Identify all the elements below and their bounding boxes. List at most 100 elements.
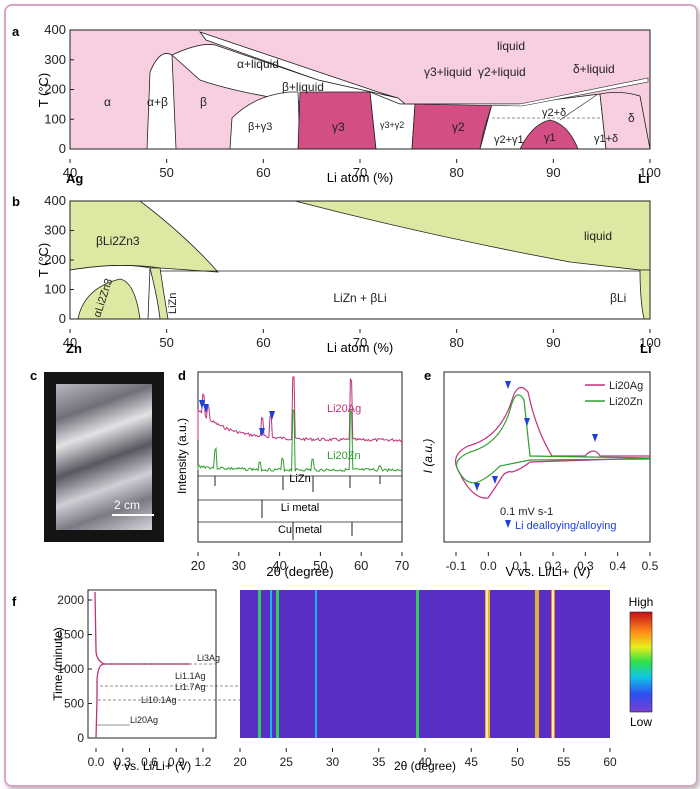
x-tick-label: 30 [232,558,246,573]
y-tick-label: 400 [44,22,66,37]
phase-label: γ2 [452,120,465,134]
phase-label: LiZn [167,293,179,314]
x-tick-label: 0.2 [545,559,562,573]
y-tick-label: 500 [64,697,84,711]
phase-label: α [104,95,111,109]
phase-label: β [200,95,207,109]
phase-label: β+γ3 [248,121,272,133]
x-tick-label: 35 [372,755,386,769]
y-tick-label: 200 [44,252,66,267]
x-tick-label: 0.3 [114,755,131,769]
y-tick-label: 400 [44,193,66,208]
diffraction-stripe [315,590,317,738]
legend-entry: Li20Ag [609,380,643,392]
composition-label: Li1.1Ag [175,671,206,681]
y-tick-label: 300 [44,52,66,67]
x-tick-label: 60 [603,755,617,769]
phase-label: δ [628,111,635,125]
x-tick-label: 50 [159,335,173,350]
x-tick-label: 90 [546,165,560,180]
x-tick-label: 70 [353,335,367,350]
colorbar-high: High [629,595,654,609]
colorbar [629,611,653,713]
x-tick-label: 20 [191,558,205,573]
x-tick-label: 60 [256,335,270,350]
x-tick-label: 80 [449,165,463,180]
x-axis-label: V vs. Li/Li+ (V) [113,759,191,773]
marker-label: Li dealloying/alloying [515,520,617,532]
heatmap [240,590,610,738]
x-tick-label: 0.0 [88,755,105,769]
x-tick-label: 55 [557,755,571,769]
x-tick-label: 80 [449,335,463,350]
phase-label: γ3+liquid [424,65,472,79]
composition-label: Li3Ag [197,653,220,663]
x-tick-label: 40 [418,755,432,769]
x-tick-label: 0.3 [577,559,594,573]
foil-image [56,384,152,530]
phase-label: LiZn + βLi [333,291,386,305]
x-tick-label: 100 [639,165,661,180]
x-tick-label: 1.2 [195,755,212,769]
y-axis-label: T (°C) [36,73,51,108]
panel-f-label: f [12,594,17,609]
composition-label: Li20Ag [130,715,158,725]
phase-label: βLi [610,291,626,305]
element-left: Ag [66,171,83,186]
phase-label: liquid [497,39,525,53]
x-tick-label: 0.4 [609,559,626,573]
phase-label: α+β [147,95,168,109]
phase-label: β+liquid [282,80,324,94]
x-tick-label: 0.9 [168,755,185,769]
scan-rate-label: 0.1 mV s-1 [500,506,553,518]
x-tick-label: 70 [353,165,367,180]
panel-e: e Li20Ag Li20Zn 0.1 mV s-1 Li dealloying… [421,368,659,579]
y-tick-label: 0 [59,311,66,326]
y-axis-label: T (°C) [36,243,51,278]
y-tick-label: 300 [44,223,66,238]
y-tick-label: 200 [44,82,66,97]
panel-b: b βLi2Zn3 liquid αLi2Zn3 LiZn LiZn + βLi… [12,193,661,356]
trace-label: Li20Zn [327,450,361,462]
x-tick-label: 0.6 [141,755,158,769]
diffraction-stripe [486,590,488,738]
x-tick-label: 0.5 [642,559,659,573]
phase-label: δ+liquid [573,62,615,76]
x-axis-label: Li atom (%) [327,340,393,355]
scale-bar-label: 2 cm [114,498,141,512]
x-tick-label: 90 [546,335,560,350]
x-tick-label: 40 [272,558,286,573]
colorbar-low: Low [630,715,652,729]
x-tick-label: 40 [63,165,77,180]
diffraction-stripe [258,590,261,738]
element-right: Li [638,171,650,186]
phase-label: liquid [584,229,612,243]
x-tick-label: 50 [313,558,327,573]
x-tick-label: 60 [256,165,270,180]
phase-label: γ3 [332,120,345,134]
y-tick-label: 0 [59,141,66,156]
composition-label: Li1.7Ag [175,682,206,692]
reference-label: LiZn [289,473,310,485]
phase-label: βLi2Zn3 [96,234,140,248]
reference-label: Li metal [281,502,320,514]
phase-label: α+liquid [237,57,279,71]
phase-label: γ1+δ [594,133,618,145]
phase-label: γ2+γ1 [494,134,524,146]
y-axis-label: Intensity (a.u.) [175,418,189,494]
diffraction-stripe [270,590,272,738]
x-tick-label: -0.1 [446,559,467,573]
y-tick-label: 1000 [57,662,84,676]
panel-a: a [12,22,661,186]
phase-label: γ1 [544,132,556,144]
x-axis-label: 2θ (degree) [266,564,333,579]
x-tick-label: 45 [465,755,479,769]
diffraction-stripe [552,590,554,738]
x-tick-label: 70 [395,558,409,573]
phase-label: γ2+δ [542,107,566,119]
panel-d: d Li20Ag Li20Zn LiZn Li metal Cu metal 2… [175,368,409,579]
scale-bar [112,514,154,516]
x-tick-label: 20 [233,755,247,769]
panel-a-label: a [12,24,20,39]
